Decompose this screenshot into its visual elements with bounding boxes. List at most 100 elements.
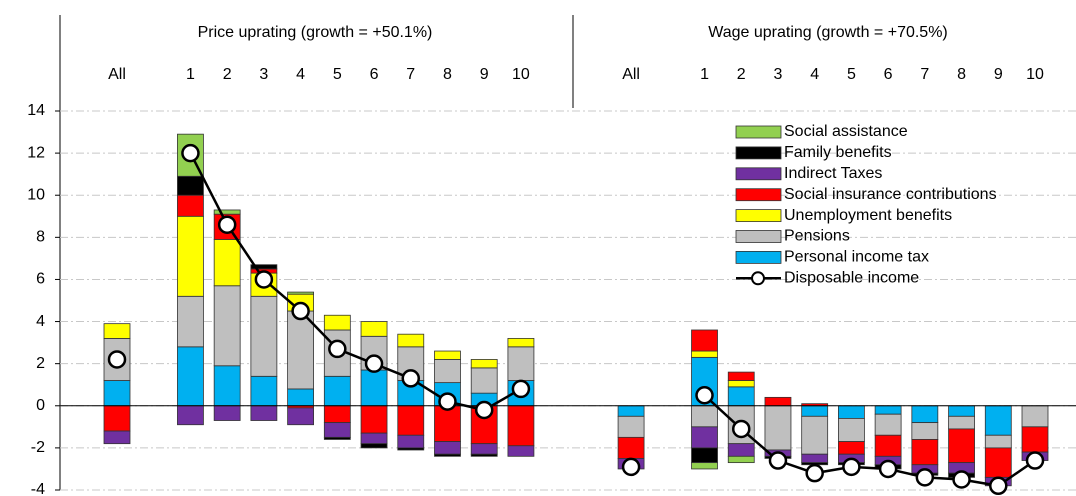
line-marker xyxy=(989,476,1008,496)
x-tick-label: 3 xyxy=(259,66,268,83)
bar-segment xyxy=(764,405,792,451)
bar-segment xyxy=(434,350,461,360)
legend-swatch xyxy=(735,230,782,243)
legend-label: Indirect Taxes xyxy=(784,165,882,182)
legend-swatch xyxy=(735,167,782,181)
line xyxy=(189,152,1036,488)
bar-segment xyxy=(691,350,718,358)
bar-segment xyxy=(323,405,351,424)
bar-segment xyxy=(617,415,645,438)
bar-segment xyxy=(727,371,755,381)
bar-segment xyxy=(801,405,829,417)
x-tick-label: 6 xyxy=(370,66,379,83)
line-marker xyxy=(217,215,237,234)
y-tick-label: -4 xyxy=(31,481,45,496)
x-tick-label: 5 xyxy=(333,66,342,83)
legend-swatch xyxy=(735,209,782,223)
legend-swatch xyxy=(735,188,782,202)
x-tick-label: 9 xyxy=(480,66,489,83)
bar-segment xyxy=(360,321,388,337)
x-tick-label: 1 xyxy=(700,66,709,83)
x-tick-label: 7 xyxy=(406,66,415,83)
bar-segment xyxy=(470,443,498,455)
x-tick-label: 8 xyxy=(957,66,966,83)
bar-segment xyxy=(103,405,131,432)
bar-segment xyxy=(177,346,204,407)
y-tick-label: -2 xyxy=(31,439,45,456)
x-tick-label: 3 xyxy=(774,66,783,83)
bar-segment xyxy=(323,314,351,331)
bar-segment xyxy=(250,375,278,407)
x-tick-label: 10 xyxy=(512,66,530,83)
panel-title: Price uprating (growth = +50.1%) xyxy=(198,24,433,41)
bar-segment xyxy=(507,337,535,348)
bar-segment xyxy=(323,422,351,438)
bar-segment xyxy=(874,413,902,436)
bar-segment xyxy=(838,405,865,419)
bar-segment xyxy=(250,405,278,421)
bar-segment xyxy=(397,405,425,436)
bar-segment xyxy=(507,445,535,457)
bar-segment xyxy=(287,388,315,407)
bar-segment xyxy=(874,434,902,457)
bar-segment xyxy=(727,455,755,464)
x-tick-label: 7 xyxy=(920,66,929,83)
y-tick-label: 4 xyxy=(36,313,45,330)
bar-segment xyxy=(250,295,278,377)
line-marker xyxy=(181,143,200,163)
bar-segment xyxy=(360,432,388,445)
panel-title: Wage uprating (growth = +70.5%) xyxy=(708,24,948,41)
x-tick-label: All xyxy=(622,66,640,83)
bar-segment xyxy=(470,367,498,394)
y-tick-label: 0 xyxy=(36,397,45,414)
bar-segment xyxy=(617,405,645,417)
legend-swatch xyxy=(735,250,782,264)
bar-segment xyxy=(213,285,241,367)
bar-segment xyxy=(213,405,241,421)
line-marker xyxy=(254,270,274,289)
bar-segment xyxy=(911,422,939,440)
bar-segment xyxy=(397,434,425,449)
bar-segment xyxy=(984,405,1012,436)
bar-segment xyxy=(177,175,204,196)
bar-segment xyxy=(911,405,939,424)
x-tick-label: 1 xyxy=(186,66,195,83)
bar-segment xyxy=(801,453,829,464)
bar-segment xyxy=(801,415,829,455)
line-marker xyxy=(364,354,384,373)
line-marker xyxy=(401,369,421,388)
x-tick-label: 8 xyxy=(443,66,452,83)
legend-swatch xyxy=(735,125,782,139)
bar-segment xyxy=(617,436,645,459)
bar-segment xyxy=(691,405,718,428)
bar-segment xyxy=(397,333,425,348)
line-marker xyxy=(952,470,971,489)
bar-segment xyxy=(287,310,315,390)
bar-segment xyxy=(984,447,1012,478)
bar-segment xyxy=(250,264,278,270)
legend-marker xyxy=(751,271,765,286)
x-tick-label: 5 xyxy=(847,66,856,83)
x-tick-label: All xyxy=(108,66,126,83)
bar-segment xyxy=(360,405,388,434)
bar-segment xyxy=(948,428,975,464)
line-marker xyxy=(107,350,127,369)
bar-segment xyxy=(727,386,755,407)
line-marker xyxy=(328,339,347,359)
bar-segment xyxy=(727,380,755,388)
bar-segment xyxy=(434,405,461,442)
line-marker xyxy=(621,457,641,477)
bar-segment xyxy=(177,295,204,348)
bar-segment xyxy=(507,346,535,381)
bar-segment xyxy=(470,359,498,369)
legend-label: Pensions xyxy=(784,228,850,245)
bar-segment xyxy=(984,434,1012,449)
y-tick-label: 6 xyxy=(36,271,45,288)
legend-label: Personal income tax xyxy=(784,249,929,266)
x-tick-label: 4 xyxy=(296,66,305,83)
legend-label: Disposable income xyxy=(784,270,919,287)
legend-label: Social insurance contributions xyxy=(784,186,997,203)
bar-segment xyxy=(103,380,131,407)
bar-segment xyxy=(323,436,351,440)
line-marker xyxy=(878,459,898,479)
